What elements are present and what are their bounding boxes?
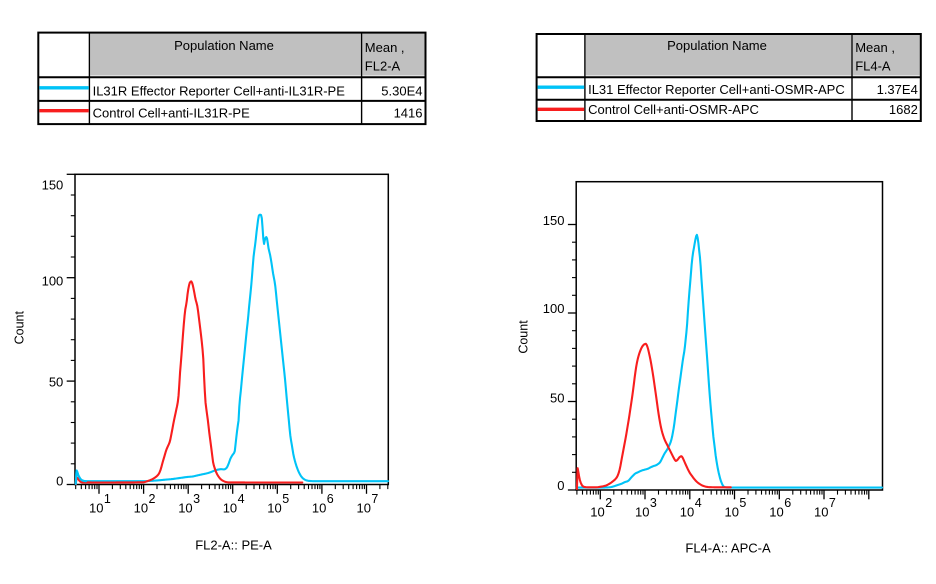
- svg-text:5: 5: [282, 492, 289, 506]
- svg-text:IL31 Effector Reporter Cell+an: IL31 Effector Reporter Cell+anti-OSMR-AP…: [588, 82, 845, 97]
- svg-text:Population Name: Population Name: [174, 38, 274, 53]
- svg-text:Mean ,: Mean ,: [365, 40, 405, 55]
- svg-text:5: 5: [739, 496, 746, 510]
- svg-text:4: 4: [695, 496, 702, 510]
- svg-text:3: 3: [193, 492, 200, 506]
- svg-text:0: 0: [56, 473, 63, 488]
- svg-text:7: 7: [829, 496, 836, 510]
- svg-text:10: 10: [769, 504, 783, 519]
- svg-text:10: 10: [635, 504, 649, 519]
- svg-text:Count: Count: [516, 320, 530, 354]
- svg-text:FL4-A:: APC-A: FL4-A:: APC-A: [685, 541, 771, 556]
- svg-text:1682: 1682: [889, 102, 918, 117]
- svg-text:Control Cell+anti-OSMR-APC: Control Cell+anti-OSMR-APC: [588, 102, 759, 117]
- svg-text:IL31R Effector Reporter Cell+a: IL31R Effector Reporter Cell+anti-IL31R-…: [93, 83, 346, 98]
- svg-text:1416: 1416: [394, 106, 423, 121]
- svg-text:50: 50: [49, 374, 63, 389]
- svg-text:1.37E4: 1.37E4: [877, 82, 918, 97]
- svg-text:10: 10: [178, 500, 192, 515]
- svg-text:5.30E4: 5.30E4: [381, 83, 422, 98]
- svg-text:100: 100: [42, 274, 64, 289]
- svg-text:50: 50: [550, 390, 564, 405]
- svg-text:3: 3: [650, 496, 657, 510]
- svg-text:10: 10: [814, 504, 828, 519]
- svg-text:150: 150: [543, 213, 565, 228]
- svg-text:10: 10: [312, 500, 326, 515]
- svg-text:1: 1: [104, 492, 111, 506]
- svg-text:Population Name: Population Name: [667, 38, 767, 53]
- svg-text:Count: Count: [12, 310, 26, 344]
- svg-text:150: 150: [42, 178, 64, 193]
- svg-text:10: 10: [357, 500, 371, 515]
- svg-text:10: 10: [725, 504, 739, 519]
- svg-text:10: 10: [590, 504, 604, 519]
- svg-text:10: 10: [134, 500, 148, 515]
- svg-text:FL4-A: FL4-A: [855, 59, 891, 74]
- svg-text:2: 2: [605, 496, 612, 510]
- svg-text:0: 0: [557, 478, 564, 493]
- svg-text:Mean ,: Mean ,: [855, 40, 895, 55]
- svg-text:10: 10: [680, 504, 694, 519]
- svg-text:6: 6: [327, 492, 334, 506]
- svg-text:100: 100: [543, 301, 565, 316]
- svg-text:FL2-A:: PE-A: FL2-A:: PE-A: [195, 538, 272, 553]
- svg-text:10: 10: [89, 500, 103, 515]
- svg-text:10: 10: [267, 500, 281, 515]
- svg-text:FL2-A: FL2-A: [365, 59, 401, 74]
- svg-text:7: 7: [371, 492, 378, 506]
- svg-text:2: 2: [149, 492, 156, 506]
- svg-text:Control Cell+anti-IL31R-PE: Control Cell+anti-IL31R-PE: [93, 106, 250, 121]
- svg-text:4: 4: [238, 492, 245, 506]
- svg-text:10: 10: [223, 500, 237, 515]
- svg-text:6: 6: [784, 496, 791, 510]
